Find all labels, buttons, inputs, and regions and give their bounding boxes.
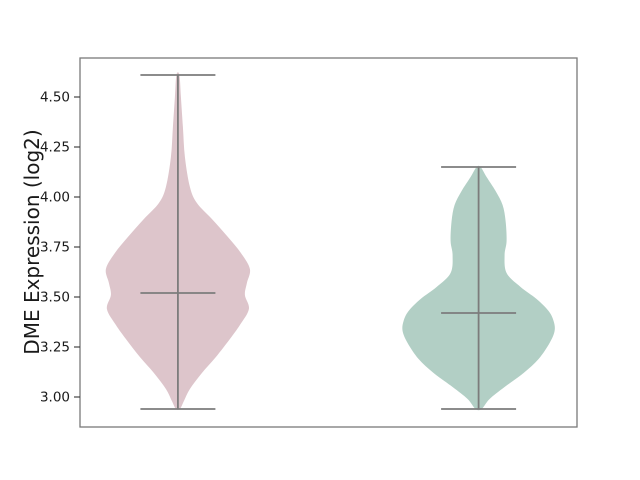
axes-spines [79,57,578,428]
y-tick-label: 4.25 [40,140,70,156]
y-tick-label: 3.50 [40,290,70,306]
y-tick-label: 4.00 [40,190,70,206]
y-tick-label: 3.00 [40,390,70,406]
y-tick-label: 3.25 [40,340,70,356]
y-tick-label: 3.75 [40,240,70,256]
y-tick-label: 4.50 [40,90,70,106]
